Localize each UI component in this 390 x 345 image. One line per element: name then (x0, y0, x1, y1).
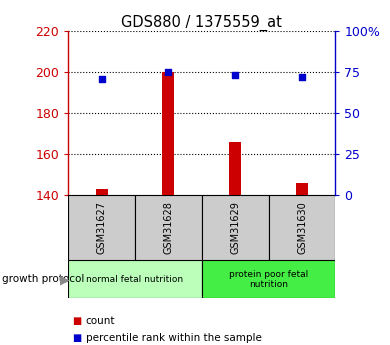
Bar (162, 72, 174, 195)
Text: percentile rank within the sample: percentile rank within the sample (86, 333, 262, 343)
Text: ■: ■ (72, 316, 82, 326)
Bar (68, 260, 202, 298)
Point (232, 72, 238, 78)
Point (299, 74, 305, 80)
Text: growth protocol: growth protocol (2, 275, 84, 284)
Bar (202, 195, 269, 260)
Text: protein poor fetal
nutrition: protein poor fetal nutrition (229, 270, 308, 289)
Bar (135, 195, 202, 260)
Bar (229, 142, 241, 195)
Text: GSM31627: GSM31627 (97, 201, 106, 254)
Text: normal fetal nutrition: normal fetal nutrition (87, 275, 184, 284)
Text: count: count (86, 316, 115, 326)
Point (99, 76, 105, 81)
Bar (68, 195, 135, 260)
Text: ▶: ▶ (60, 273, 70, 286)
Title: GDS880 / 1375559_at: GDS880 / 1375559_at (121, 15, 282, 31)
Bar (202, 260, 335, 298)
Bar (96, 189, 108, 195)
Bar (269, 195, 335, 260)
Text: ■: ■ (72, 333, 82, 343)
Text: GSM31630: GSM31630 (297, 201, 307, 254)
Bar (296, 183, 308, 195)
Text: GSM31628: GSM31628 (163, 201, 174, 254)
Text: GSM31629: GSM31629 (230, 201, 240, 254)
Point (165, 69, 172, 75)
